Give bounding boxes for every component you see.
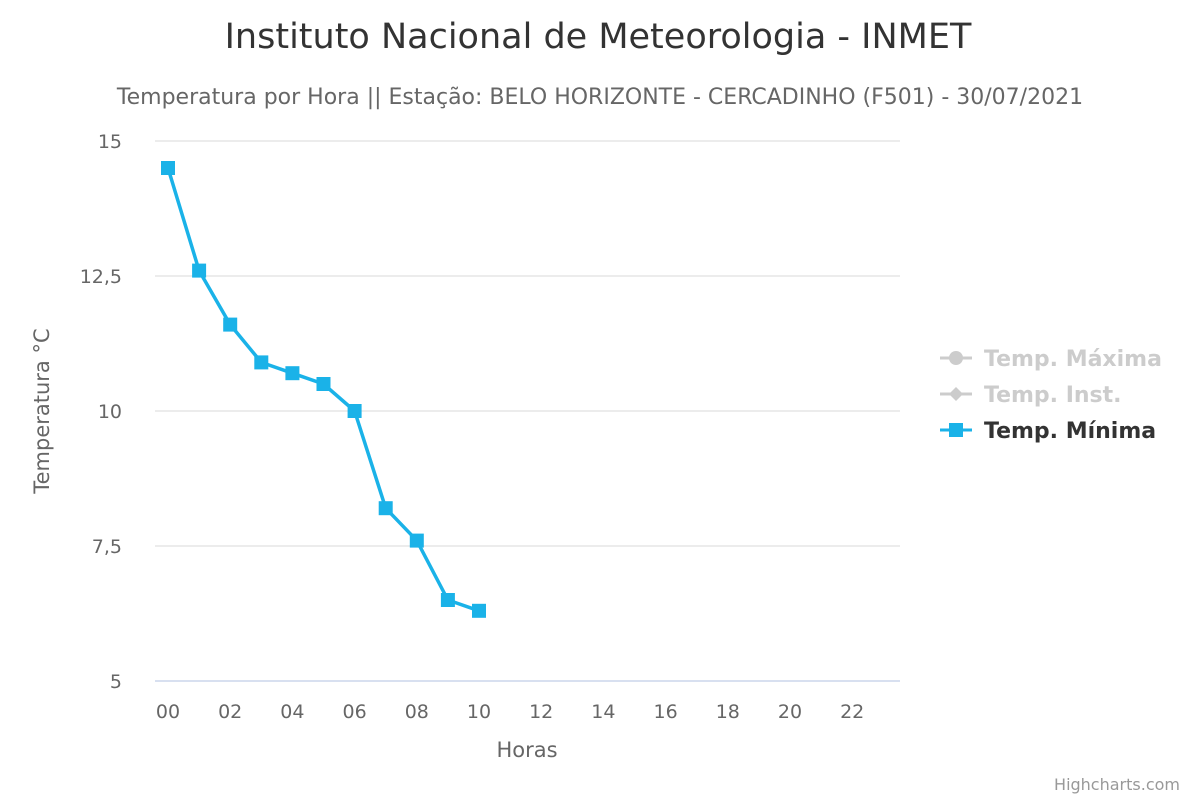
legend-label: Temp. Máxima	[984, 347, 1162, 372]
y-tick-label: 5	[110, 671, 122, 693]
grid-lines	[155, 140, 900, 682]
x-tick-label: 12	[529, 701, 553, 723]
y-tick-label: 10	[98, 401, 122, 423]
data-point[interactable]	[409, 533, 424, 548]
chart-subtitle: Temperatura por Hora || Estação: BELO HO…	[116, 85, 1083, 110]
highcharts-credits[interactable]: Highcharts.com	[1054, 775, 1180, 794]
x-tick-label: 10	[467, 701, 491, 723]
y-tick-label: 12,5	[80, 266, 122, 288]
data-point[interactable]	[285, 366, 300, 381]
data-point[interactable]	[472, 603, 486, 618]
x-axis-title: Horas	[496, 738, 557, 762]
data-point[interactable]	[316, 377, 331, 391]
y-axis-title: Temperatura °C	[30, 328, 54, 494]
y-tick-label: 15	[98, 131, 122, 153]
data-point[interactable]	[347, 404, 362, 418]
square-marker-icon	[949, 423, 963, 437]
x-tick-label: 16	[654, 701, 678, 723]
legend-label: Temp. Inst.	[984, 383, 1122, 408]
x-tick-label: 06	[343, 701, 367, 723]
y-axis-ticks: 5 7,5 10 12,5 15	[80, 131, 122, 693]
y-tick-label: 7,5	[92, 536, 122, 558]
legend-label: Temp. Mínima	[984, 419, 1156, 444]
legend-item[interactable]: Temp. Mínima	[940, 419, 1156, 444]
chart-title: Instituto Nacional de Meteorologia - INM…	[225, 17, 972, 57]
legend-item[interactable]: Temp. Máxima	[940, 347, 1162, 372]
x-tick-label: 18	[716, 701, 740, 723]
series-group	[161, 161, 486, 618]
data-point[interactable]	[192, 263, 207, 278]
data-point[interactable]	[223, 317, 238, 332]
circle-marker-icon	[949, 351, 963, 365]
data-point[interactable]	[440, 593, 455, 607]
data-point[interactable]	[254, 355, 269, 370]
x-tick-label: 02	[218, 701, 242, 723]
x-tick-label: 00	[156, 701, 180, 723]
legend: Temp. Máxima Temp. Inst. Temp. Mínima	[940, 347, 1162, 444]
x-tick-label: 14	[591, 701, 615, 723]
legend-item[interactable]: Temp. Inst.	[940, 383, 1122, 408]
data-point[interactable]	[161, 161, 175, 175]
x-tick-label: 08	[405, 701, 429, 723]
data-point[interactable]	[378, 501, 393, 516]
x-tick-label: 22	[840, 701, 864, 723]
diamond-marker-icon	[949, 387, 963, 401]
x-tick-label: 20	[778, 701, 802, 723]
x-tick-label: 04	[280, 701, 304, 723]
x-axis-ticks: 00 02 04 06 08 10 12 14 16 18 20 22	[156, 701, 864, 723]
